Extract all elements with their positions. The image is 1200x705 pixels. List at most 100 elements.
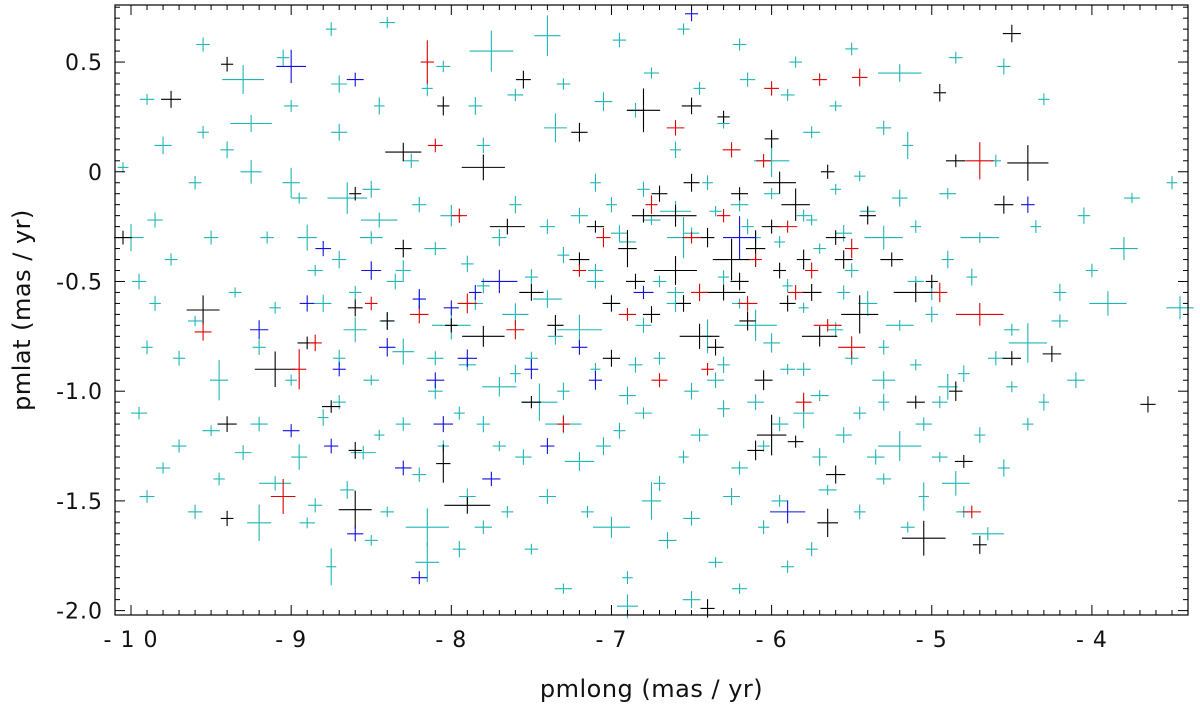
data-point [230, 114, 272, 133]
data-point [747, 440, 764, 461]
data-point [228, 287, 242, 298]
data-point [1042, 345, 1062, 362]
data-point [171, 439, 187, 453]
data-point [878, 431, 922, 461]
data-point [610, 225, 628, 242]
data-point [325, 22, 337, 37]
data-point [749, 253, 762, 266]
data-point [702, 175, 713, 191]
data-point [474, 520, 493, 535]
data-point [757, 440, 770, 452]
data-point [332, 362, 346, 377]
data-point [515, 449, 532, 465]
data-point [851, 68, 868, 87]
data-point [519, 284, 544, 301]
data-point [732, 38, 747, 51]
data-point [798, 302, 809, 313]
data-point [878, 393, 890, 411]
data-point [845, 42, 859, 56]
data-point [958, 365, 970, 382]
data-point [164, 253, 178, 266]
data-point [717, 400, 730, 418]
data-point [291, 192, 308, 204]
data-point [1067, 372, 1085, 389]
data-point [217, 416, 237, 432]
data-point [626, 88, 661, 133]
data-point [338, 490, 372, 529]
data-point [291, 444, 308, 470]
tick-labels: - 1 0 - 9 - 8 - 7 - 6 - 5 - 4 0.5 0 -0.5 -1.0 -1.5 -… [56, 51, 1107, 653]
data-point [756, 154, 771, 168]
data-point [196, 37, 210, 52]
data-point [240, 159, 262, 184]
data-point [853, 504, 866, 520]
data-point [186, 295, 220, 325]
data-point [482, 377, 517, 397]
data-point [658, 532, 677, 549]
data-point [374, 429, 385, 441]
data-point [468, 285, 482, 300]
data-point [592, 516, 630, 538]
data-point [250, 416, 268, 432]
data-point [443, 300, 459, 316]
data-point [521, 396, 542, 409]
data-point [1110, 237, 1138, 261]
data-point [492, 440, 506, 452]
data-point [910, 220, 922, 233]
data-point [415, 542, 440, 583]
data-point [880, 252, 904, 267]
data-point [154, 136, 172, 155]
data-point [139, 490, 155, 503]
data-point [810, 390, 829, 402]
data-point [557, 416, 570, 433]
data-point [734, 309, 777, 341]
data-point [676, 295, 692, 312]
data-point [292, 349, 307, 390]
data-point [780, 89, 795, 101]
data-point [1166, 296, 1194, 320]
data-point [679, 323, 720, 349]
data-point [962, 505, 982, 519]
data-point [424, 241, 447, 256]
data-point [379, 338, 396, 357]
axis-ticks [115, 5, 1189, 615]
data-point [117, 162, 129, 173]
data-point [1004, 323, 1020, 336]
data-point [220, 141, 234, 159]
x-tick-label: - 1 0 [104, 628, 159, 653]
data-point [853, 406, 867, 420]
data-point [709, 206, 722, 217]
data-point [327, 182, 367, 214]
data-point [1022, 417, 1034, 431]
data-point [858, 290, 878, 317]
data-point [506, 320, 525, 340]
data-point [392, 338, 415, 365]
data-point [730, 272, 749, 291]
data-point [932, 282, 948, 303]
series-0 [117, 15, 1194, 619]
data-point [651, 185, 668, 202]
data-point [595, 437, 612, 455]
data-point [937, 373, 958, 400]
data-point [437, 96, 450, 116]
data-point [878, 339, 889, 355]
data-point [270, 479, 296, 514]
data-point [452, 541, 466, 558]
data-point [754, 370, 773, 391]
data-point [359, 231, 383, 244]
data-point [1006, 381, 1018, 393]
data-point [723, 487, 740, 506]
data-point [910, 359, 922, 371]
data-point [876, 120, 892, 136]
data-point [690, 428, 709, 442]
data-point [469, 30, 514, 72]
data-point [571, 339, 588, 355]
data-point [717, 110, 730, 124]
data-point [825, 230, 846, 245]
data-point [872, 371, 896, 390]
x-tick-label: - 5 [916, 628, 948, 653]
x-tick-label: - 6 [756, 628, 788, 653]
data-point [942, 471, 970, 496]
data-point [462, 325, 505, 347]
